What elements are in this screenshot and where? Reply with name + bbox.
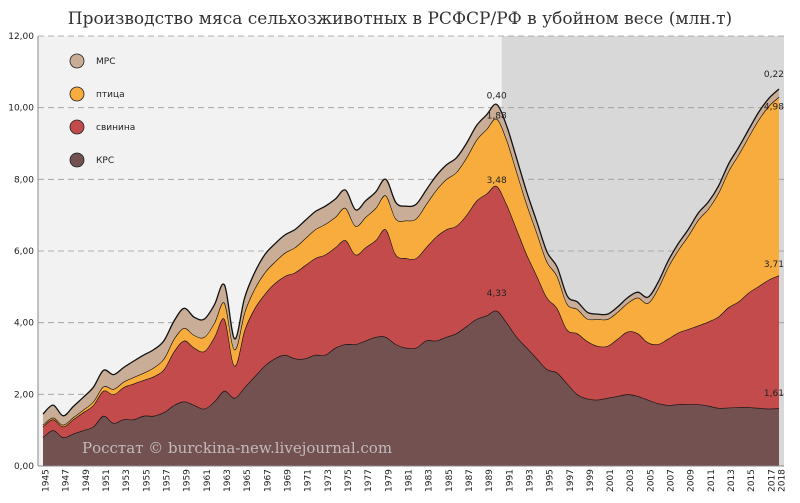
y-tick-label: 8,00 [14,175,34,185]
legend-marker-свинина [69,119,85,135]
data-label: 1,88 [487,111,507,121]
x-tick-label: 1981 [404,469,414,492]
x-tick-label: 1989 [485,469,495,492]
legend-label-свинина: свинина [96,123,135,133]
y-tick-label: 2,00 [14,390,34,400]
x-tick-label: 1947 [62,469,72,492]
series-свинина-area [43,185,779,438]
x-tick-label: 1953 [122,469,132,492]
y-tick-label: 12,00 [8,32,34,42]
x-tick-label: 1977 [364,469,374,492]
legend-label-МРС: МРС [96,57,115,67]
series-КРС-area [43,310,779,466]
x-tick-label: 1973 [324,469,334,492]
x-tick-label: 2015 [747,469,757,492]
y-axis: 0,00 2,00 4,00 6,00 8,00 10,00 12,00 [8,32,39,472]
data-label: 1,61 [764,389,784,399]
x-tick-label: 1969 [283,469,293,492]
x-tick-label: 1957 [163,469,173,492]
series-птица-area [43,96,779,427]
data-label: 0,22 [764,70,784,80]
x-tick-label: 1997 [566,469,576,492]
x-tick-label: 2005 [646,469,656,492]
stacked-areas [42,88,780,466]
chart-title: Производство мяса сельхозживотных в РСФС… [68,9,732,29]
legend-label-КРС: КРС [96,156,114,166]
x-tick-label: 1991 [505,469,515,492]
x-tick-label: 1999 [586,469,596,492]
x-tick-label: 1979 [384,469,394,492]
legend: МРС птица свинина КРС [69,53,135,168]
x-tick-label: 1993 [525,469,535,492]
x-tick-label: 1983 [425,469,435,492]
x-tick-label: 2017 [767,469,777,492]
x-tick-label: 1955 [142,469,152,492]
x-tick-label: 2011 [707,469,717,492]
legend-marker-птица [69,86,85,102]
x-tick-label: 1985 [445,469,455,492]
x-tick-label: 2013 [727,469,737,492]
data-label: 3,71 [764,260,784,270]
y-tick-label: 6,00 [14,247,34,257]
x-tick-label: 2009 [687,469,697,492]
x-tick-label: 1961 [203,469,213,492]
x-tick-label: 1995 [546,469,556,492]
x-tick-label: 1971 [304,469,314,492]
data-label: 3,48 [487,176,507,186]
series-МРС-line [42,88,780,417]
x-tick-label: 1965 [243,469,253,492]
x-tick-label: 1963 [223,469,233,492]
x-tick-label: 1959 [183,469,193,492]
x-tick-label: 2001 [606,469,616,492]
x-tick-label: 2018 [777,469,787,492]
x-tick-label: 1951 [102,469,112,492]
annotations: 0,40 1,88 3,48 4,33 0,22 4,98 3,71 1,61 [487,70,785,399]
data-label: 4,98 [764,102,784,112]
data-label: 0,40 [487,92,507,102]
legend-label-птица: птица [96,90,125,100]
source-watermark: Росстат © burckina-new.livejournal.com [82,439,392,457]
x-tick-label: 1975 [344,469,354,492]
data-label: 4,33 [487,289,507,299]
x-tick-label: 2007 [667,469,677,492]
x-axis: 1945 1947 1949 1951 1953 1955 1957 1959 1961 1963… [38,465,787,492]
x-tick-label: 1945 [42,469,52,492]
x-tick-label: 1967 [263,469,273,492]
y-tick-label: 10,00 [8,104,34,114]
x-tick-label: 2003 [626,469,636,492]
legend-marker-КРС [69,152,85,168]
x-tick-label: 1987 [465,469,475,492]
y-tick-label: 0,00 [14,462,34,472]
y-tick-label: 4,00 [14,319,34,329]
x-tick-label: 1949 [82,469,92,492]
legend-marker-МРС [69,53,85,69]
